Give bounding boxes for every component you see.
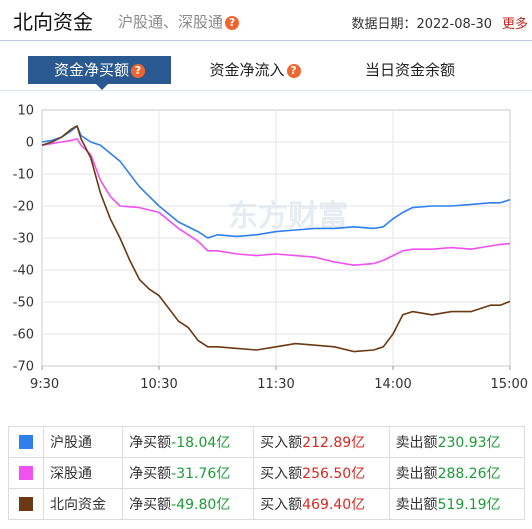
x-tick-label: 14:00 [374, 377, 411, 392]
y-tick-label: -30 [13, 232, 34, 247]
y-tick-label: 0 [26, 136, 34, 151]
table-row: 沪股通 净买额-18.04亿 买入额212.89亿 卖出额230.93亿 [8, 426, 526, 458]
buy-label: 买入额 [260, 466, 303, 482]
swatch-cell [8, 457, 44, 489]
buy-value: 256.50亿 [302, 466, 366, 482]
active-tab-pointer [96, 84, 108, 90]
sell-cell: 卖出额230.93亿 [388, 426, 526, 458]
data-date: 数据日期：2022-08-30 [351, 17, 492, 32]
tab-net-inflow[interactable]: 资金净流入? [190, 56, 320, 84]
help-icon[interactable]: ? [286, 63, 301, 78]
summary-table: 沪股通 净买额-18.04亿 买入额212.89亿 卖出额230.93亿 深股通 净买额-… [8, 426, 526, 520]
shanghai-connect-line [41, 125, 511, 239]
tab-net-inflow-label: 资金净流入 [209, 61, 285, 79]
sell-value: 288.26亿 [437, 466, 501, 482]
sell-value: 230.93亿 [437, 435, 501, 451]
y-tick-label: -50 [13, 296, 34, 311]
tab-balance[interactable]: 当日资金余额 [340, 56, 480, 84]
buy-label: 买入额 [260, 435, 303, 451]
buy-cell: 买入额469.40亿 [253, 488, 390, 520]
table-row: 北向资金 净买额-49.80亿 买入额469.40亿 卖出额519.19亿 [8, 488, 526, 520]
y-tick-label: -60 [13, 328, 34, 343]
net-buy-label: 净买额 [129, 497, 172, 513]
net-buy-value: -49.80亿 [171, 497, 231, 513]
tab-net-buy[interactable]: 资金净买额? [28, 56, 171, 84]
tab-balance-label: 当日资金余额 [364, 61, 455, 79]
net-buy-label: 净买额 [129, 466, 172, 482]
series-swatch-shanghai-connect [19, 435, 33, 449]
table-row: 深股通 净买额-31.76亿 买入额256.50亿 卖出额288.26亿 [8, 457, 526, 489]
series-name: 深股通 [42, 457, 124, 489]
buy-value: 469.40亿 [302, 497, 366, 513]
sell-label: 卖出额 [395, 435, 438, 451]
more-link[interactable]: 更多 [501, 17, 528, 32]
sell-cell: 卖出额519.19亿 [388, 488, 526, 520]
y-tick-label: 10 [17, 104, 34, 119]
net-buy-cell: 净买额-31.76亿 [122, 457, 255, 489]
sell-value: 519.19亿 [437, 497, 501, 513]
swatch-cell [8, 488, 44, 520]
buy-cell: 买入额212.89亿 [253, 426, 390, 458]
net-buy-cell: 净买额-49.80亿 [122, 488, 255, 520]
net-buy-cell: 净买额-18.04亿 [122, 426, 255, 458]
series-name: 沪股通 [42, 426, 124, 458]
page-title: 北向资金 [13, 10, 93, 34]
subtitle-text: 沪股通、深股通 [118, 13, 224, 31]
x-tick-label: 15:00 [491, 377, 528, 392]
sell-cell: 卖出额288.26亿 [388, 457, 526, 489]
series-name: 北向资金 [42, 488, 124, 520]
sell-label: 卖出额 [395, 466, 438, 482]
series-swatch-northbound-total [19, 497, 33, 511]
swatch-cell [8, 426, 44, 458]
y-tick-label: -70 [13, 360, 34, 375]
series-swatch-shenzhen-connect [19, 466, 33, 480]
help-icon[interactable]: ? [225, 15, 240, 30]
x-tick-label: 10:30 [140, 377, 177, 392]
subtitle: 沪股通、深股通? [118, 11, 240, 32]
header-divider [0, 40, 532, 41]
sell-label: 卖出额 [395, 497, 438, 513]
tab-net-buy-label: 资金净买额 [53, 61, 129, 79]
tab-bar: 资金净买额? 资金净流入? 当日资金余额 [0, 56, 532, 90]
buy-cell: 买入额256.50亿 [253, 457, 390, 489]
net-buy-value: -18.04亿 [171, 435, 231, 451]
x-tick-label: 9:30 [30, 377, 59, 392]
net-buy-value: -31.76亿 [171, 466, 231, 482]
northbound-total-line [41, 125, 511, 353]
y-tick-label: -10 [13, 168, 34, 183]
help-icon[interactable]: ? [131, 63, 145, 78]
tabs-divider [0, 90, 532, 91]
net-buy-label: 净买额 [129, 435, 172, 451]
x-tick-label: 11:30 [257, 377, 294, 392]
header: 北向资金 沪股通、深股通? 数据日期：2022-08-30 更多 [0, 0, 532, 40]
buy-value: 212.89亿 [302, 435, 366, 451]
buy-label: 买入额 [260, 497, 303, 513]
y-tick-label: -40 [13, 264, 34, 279]
y-tick-label: -20 [13, 200, 34, 215]
